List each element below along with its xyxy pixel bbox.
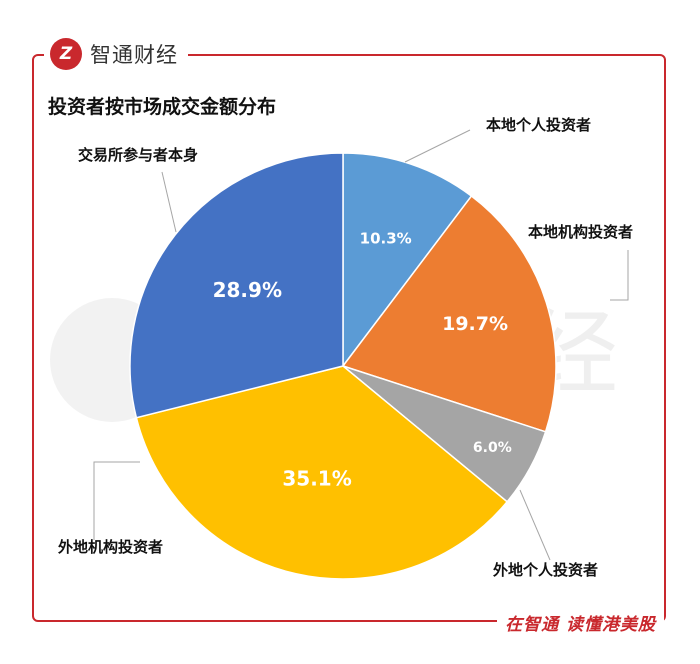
chart-frame bbox=[32, 54, 666, 622]
leader-line bbox=[93, 461, 140, 540]
slice-value-label: 10.3% bbox=[360, 229, 412, 247]
leader-line bbox=[404, 129, 471, 163]
slice-category-label: 外地个人投资者 bbox=[492, 561, 598, 579]
slice-value-label: 19.7% bbox=[442, 313, 508, 335]
brand-logo-icon: Z bbox=[50, 38, 82, 70]
footer-slogan: 在智通 读懂港美股 bbox=[497, 608, 664, 636]
brand-header: Z 智通财经 bbox=[44, 34, 188, 74]
pie-slice bbox=[342, 152, 473, 369]
slice-category-label: 本地个人投资者 bbox=[486, 116, 591, 134]
leader-line bbox=[610, 250, 629, 301]
slice-category-label: 交易所参与者本身 bbox=[78, 146, 198, 164]
pie-slice bbox=[135, 365, 509, 580]
slice-value-label: 28.9% bbox=[213, 278, 282, 302]
pie-slice bbox=[341, 195, 557, 433]
brand-name: 智通财经 bbox=[90, 43, 178, 67]
slice-category-label: 本地机构投资者 bbox=[528, 223, 633, 241]
leader-line bbox=[519, 489, 551, 561]
footer-slogan-text: 在智通 读懂港美股 bbox=[505, 614, 656, 635]
chart-title: 投资者按市场成交金额分布 bbox=[48, 96, 277, 118]
slice-value-label: 35.1% bbox=[282, 467, 351, 491]
slice-value-label: 6.0% bbox=[473, 440, 512, 456]
leader-line bbox=[161, 171, 177, 233]
pie-slice bbox=[129, 152, 344, 419]
slice-category-label: 外地机构投资者 bbox=[57, 538, 163, 556]
